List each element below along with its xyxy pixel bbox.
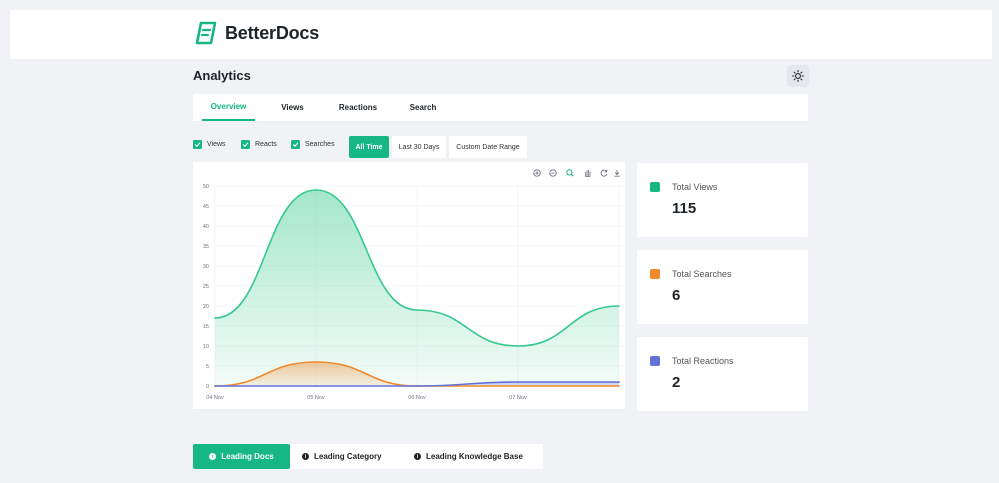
tab-reactions[interactable]: Reactions: [338, 103, 378, 112]
searches-area: [215, 362, 619, 386]
stat-value: 115: [672, 200, 697, 217]
checkbox-label: Reacts: [255, 141, 277, 148]
tab-leading-knowledge-base[interactable]: i Leading Knowledge Base: [414, 444, 523, 469]
range-last-30-days-button[interactable]: Last 30 Days: [392, 136, 446, 158]
download-icon[interactable]: [614, 170, 620, 177]
tab-label: Leading Docs: [221, 452, 274, 461]
stat-card-total-reactions: Total Reactions 2: [637, 337, 808, 411]
x-tick-label: 06 Nov: [408, 395, 426, 401]
reactions-data-point[interactable]: [416, 385, 418, 387]
chart-toolbar: [533, 169, 620, 177]
reactions-data-point[interactable]: [214, 385, 216, 387]
x-tick-label: 04 Nov: [206, 395, 224, 401]
zoom-in-icon[interactable]: [533, 169, 541, 177]
tab-leading-docs[interactable]: i Leading Docs: [193, 444, 290, 469]
stat-card-total-views: Total Views 115: [637, 163, 808, 237]
reactions-legend-swatch: [650, 356, 660, 366]
selection-zoom-icon[interactable]: [566, 169, 574, 177]
brand-logo[interactable]: BetterDocs: [195, 21, 319, 45]
zoom-out-icon[interactable]: [549, 169, 557, 177]
views-data-point[interactable]: [618, 305, 620, 307]
searches-data-point[interactable]: [315, 361, 317, 363]
y-tick-label: 40: [203, 224, 209, 230]
checkbox-searches[interactable]: Searches: [291, 140, 335, 149]
pan-hand-icon[interactable]: [585, 170, 591, 177]
x-tick-label: 07 Nov: [509, 395, 527, 401]
x-tick-label: 05 Nov: [307, 395, 325, 401]
searches-data-point[interactable]: [517, 385, 519, 387]
info-icon: i: [414, 453, 421, 460]
y-tick-label: 35: [203, 244, 209, 250]
reset-icon[interactable]: [600, 169, 608, 177]
brand-name: BetterDocs: [225, 22, 320, 43]
top-bar: [10, 10, 992, 59]
tab-label: Leading Knowledge Base: [426, 452, 523, 461]
searches-data-point[interactable]: [618, 385, 620, 387]
views-area: [215, 190, 619, 386]
betterdocs-logo-icon: [195, 21, 217, 45]
checkbox-checked-icon: [193, 140, 202, 149]
range-custom-date-button[interactable]: Custom Date Range: [449, 136, 527, 158]
y-tick-label: 0: [206, 384, 209, 390]
y-tick-label: 50: [203, 184, 209, 190]
checkbox-reacts[interactable]: Reacts: [241, 140, 277, 149]
searches-legend-swatch: [650, 269, 660, 279]
y-tick-label: 25: [203, 284, 209, 290]
analytics-chart: 0 5 10 15 20 25 30 35 40 45 50 04 Nov 05 Nov 06 Nov 0…: [203, 169, 625, 401]
info-icon: i: [302, 453, 309, 460]
checkbox-checked-icon: [241, 140, 250, 149]
views-data-point[interactable]: [416, 309, 418, 311]
tab-overview[interactable]: Overview: [202, 94, 255, 121]
y-tick-label: 10: [203, 344, 209, 350]
views-data-point[interactable]: [315, 189, 317, 191]
y-tick-label: 5: [206, 364, 209, 370]
stat-label: Total Reactions: [672, 356, 734, 366]
views-data-point[interactable]: [517, 345, 519, 347]
stat-card-total-searches: Total Searches 6: [637, 250, 808, 324]
reactions-area: [215, 382, 619, 386]
views-series-line: [214, 189, 620, 347]
range-all-time-button[interactable]: All Time: [349, 136, 389, 158]
stat-value: 2: [672, 374, 681, 391]
stat-value: 6: [672, 287, 681, 304]
analytics-tabs: Overview Views Reactions Search: [193, 94, 808, 121]
y-tick-label: 20: [203, 304, 209, 310]
reactions-data-point[interactable]: [618, 381, 620, 383]
stat-label: Total Searches: [672, 269, 732, 279]
reactions-data-point[interactable]: [315, 385, 317, 387]
stat-label: Total Views: [672, 182, 718, 192]
theme-toggle-button[interactable]: [787, 65, 809, 87]
y-tick-label: 45: [203, 204, 209, 210]
views-data-point[interactable]: [214, 317, 216, 319]
reactions-data-point[interactable]: [517, 381, 519, 383]
leading-tabs: i Leading Docs i Leading Category i Lead…: [193, 444, 543, 469]
info-icon: i: [209, 453, 217, 460]
tab-leading-category[interactable]: i Leading Category: [302, 444, 382, 469]
y-tick-label: 15: [203, 324, 209, 330]
checkbox-views[interactable]: Views: [193, 140, 226, 149]
views-legend-swatch: [650, 182, 660, 192]
y-tick-label: 30: [203, 264, 209, 270]
tab-label: Leading Category: [314, 452, 382, 461]
tab-views[interactable]: Views: [281, 103, 304, 112]
checkbox-checked-icon: [291, 140, 300, 149]
checkbox-label: Searches: [305, 141, 335, 148]
checkbox-label: Views: [207, 141, 226, 148]
analytics-chart-card: 0 5 10 15 20 25 30 35 40 45 50 04 Nov 05 Nov 06 Nov 0…: [193, 162, 625, 409]
page-title: Analytics: [193, 68, 251, 83]
sun-icon: [792, 70, 804, 82]
tab-search[interactable]: Search: [409, 103, 437, 112]
